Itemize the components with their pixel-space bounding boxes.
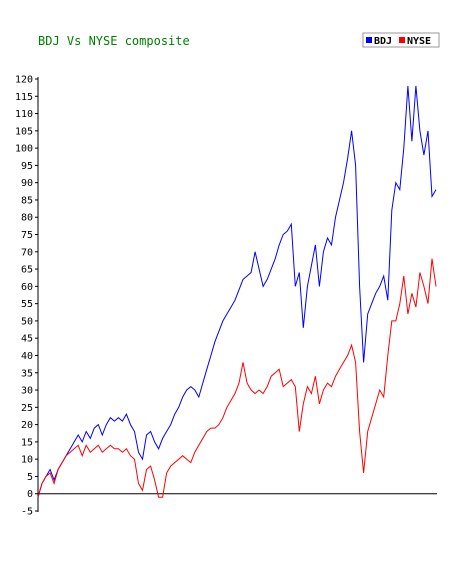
y-tick-label: 40	[21, 351, 33, 362]
y-tick-label: 20	[21, 420, 33, 431]
y-axis-ticks: -5 0 5 10 15 20 25 30 35 40 45 50 55 60 65 70 75 80 85 90 95…	[15, 75, 38, 518]
legend-label-nyse: NYSE	[407, 36, 431, 47]
y-tick-label: -5	[21, 507, 33, 518]
y-tick-label: 5	[27, 472, 33, 483]
y-tick-label: 75	[21, 230, 33, 241]
y-tick-label: 105	[15, 126, 33, 137]
y-tick-label: 95	[21, 161, 33, 172]
y-tick-label: 15	[21, 437, 33, 448]
y-tick-label: 90	[21, 178, 33, 189]
y-tick-label: 25	[21, 403, 33, 414]
y-tick-label: 65	[21, 265, 33, 276]
y-tick-label: 60	[21, 282, 33, 293]
y-tick-label: 85	[21, 195, 33, 206]
legend-swatch-nyse	[399, 37, 405, 43]
y-tick-label: 50	[21, 316, 33, 327]
chart-title: BDJ Vs NYSE composite	[38, 34, 190, 48]
legend-swatch-bdj	[366, 37, 372, 43]
y-tick-label: 45	[21, 334, 33, 345]
y-tick-label: 70	[21, 247, 33, 258]
y-tick-label: 10	[21, 455, 33, 466]
y-tick-label: 80	[21, 213, 33, 224]
series-line-nyse	[37, 258, 437, 498]
legend-label-bdj: BDJ	[374, 36, 392, 47]
y-tick-label: 35	[21, 368, 33, 379]
series-group	[37, 85, 437, 498]
y-tick-label: 30	[21, 386, 33, 397]
y-tick-label: 115	[15, 92, 33, 103]
y-tick-label: 120	[15, 75, 33, 86]
y-tick-label: 110	[15, 109, 33, 120]
y-tick-label: 100	[15, 144, 33, 155]
legend: BDJ NYSE	[362, 32, 440, 48]
series-line-bdj	[37, 85, 437, 498]
y-tick-label: 0	[27, 489, 33, 500]
y-tick-label: 55	[21, 299, 33, 310]
